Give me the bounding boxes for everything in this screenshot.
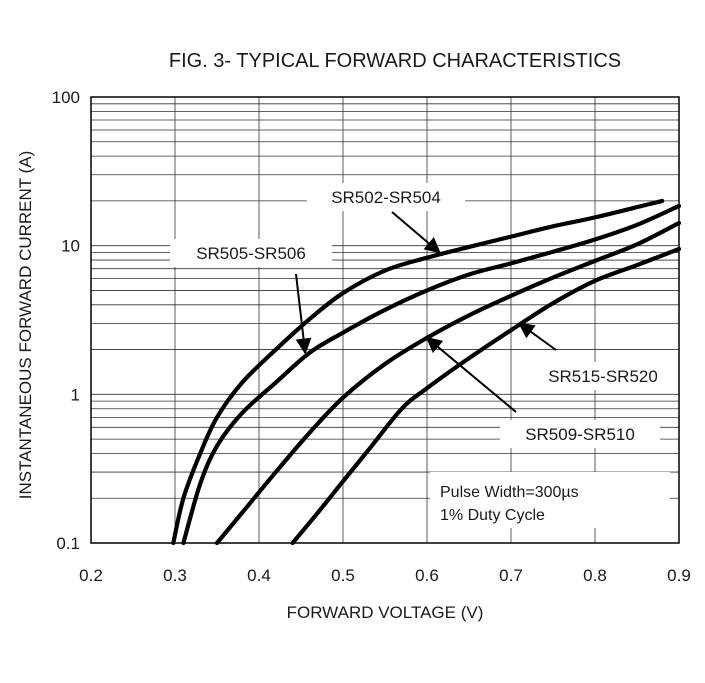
y-tick-label: 100 (52, 88, 80, 107)
series-label-sr505-sr506: SR505-SR506 (196, 244, 306, 263)
label-bg-sr502 (307, 183, 465, 211)
x-axis-label: FORWARD VOLTAGE (V) (287, 603, 484, 622)
series-label-boxes (170, 183, 678, 528)
x-tick-label: 0.9 (667, 566, 691, 585)
y-tick-label: 0.1 (56, 534, 80, 553)
series-label-sr509-sr510: SR509-SR510 (525, 425, 635, 444)
x-tick-label: 0.2 (79, 566, 103, 585)
y-axis-ticks: 0.1 1 10 100 (52, 88, 80, 553)
note-duty-cycle: 1% Duty Cycle (440, 507, 545, 524)
arrow-sr509-sr510 (425, 336, 517, 413)
series-line-sr502-sr504 (171, 198, 665, 546)
label-arrows (295, 211, 557, 413)
arrow-sr505-sr506 (295, 273, 312, 355)
label-bg-sr515 (528, 362, 678, 390)
series-line-sr515-sr520 (290, 246, 682, 546)
series-label-sr502-sr504: SR502-SR504 (331, 188, 441, 207)
y-tick-label: 1 (71, 385, 80, 404)
series-label-sr515-sr520: SR515-SR520 (548, 367, 658, 386)
arrow-sr515-sr520 (518, 322, 557, 351)
x-axis-ticks: 0.2 0.3 0.4 0.5 0.6 0.7 0.8 0.9 (79, 566, 691, 585)
series-line-sr505-sr506 (181, 203, 682, 546)
series-curves (171, 198, 682, 546)
x-tick-label: 0.3 (163, 566, 187, 585)
note-bg (430, 472, 670, 528)
y-tick-label: 10 (61, 237, 80, 256)
label-bg-sr509 (500, 420, 660, 448)
label-bg-sr505 (170, 239, 332, 267)
x-tick-label: 0.4 (247, 566, 271, 585)
chart-title: FIG. 3- TYPICAL FORWARD CHARACTERISTICS (169, 50, 621, 72)
y-axis-label: INSTANTANEOUS FORWARD CURRENT (A) (16, 151, 35, 500)
x-tick-label: 0.6 (415, 566, 439, 585)
arrow-sr502-sr504 (391, 211, 441, 254)
x-tick-label: 0.8 (583, 566, 607, 585)
plot-frame (90, 96, 680, 544)
note-pulse-width: Pulse Width=300µs (440, 484, 579, 501)
x-tick-label: 0.5 (331, 566, 355, 585)
x-tick-label: 0.7 (499, 566, 523, 585)
